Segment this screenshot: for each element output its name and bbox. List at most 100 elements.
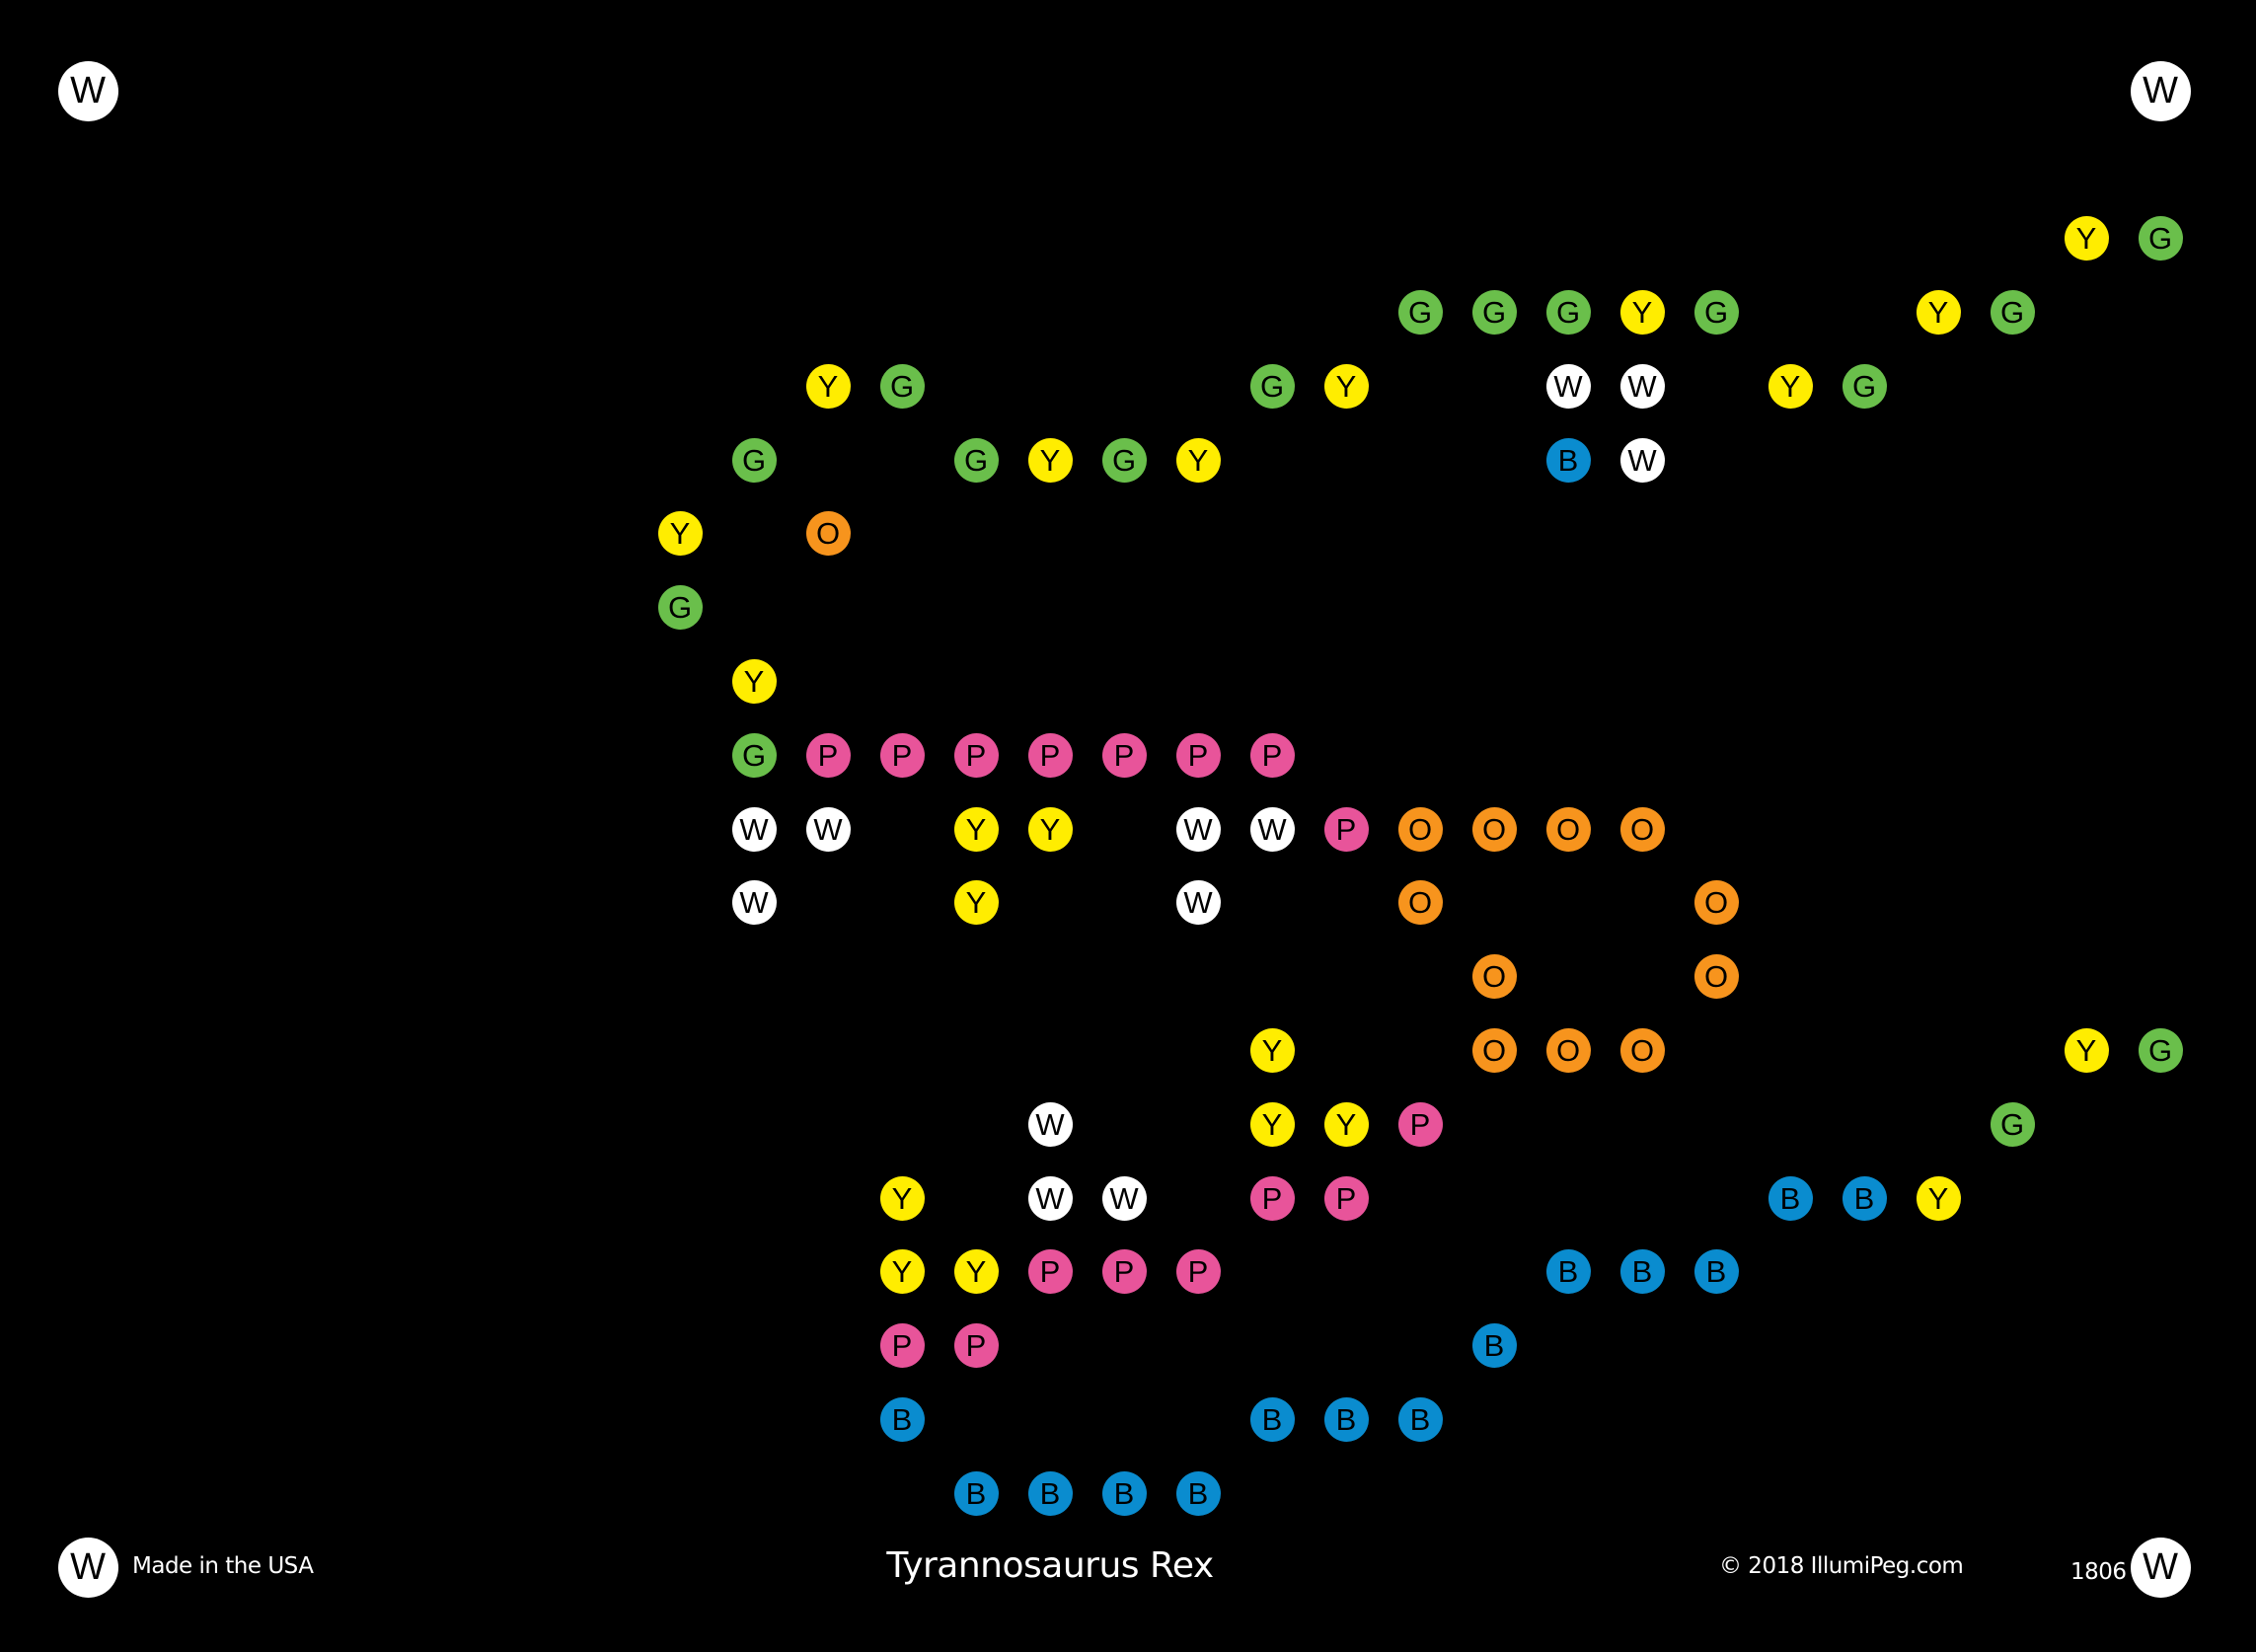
peg: Y <box>657 511 703 557</box>
peg: O <box>1545 806 1591 852</box>
pattern-title: Tyrannosaurus Rex <box>886 1545 1214 1586</box>
peg: W <box>1619 437 1665 483</box>
peg: O <box>805 511 851 557</box>
peg: G <box>657 585 703 631</box>
peg: O <box>1693 954 1739 1000</box>
peg: P <box>1175 732 1221 778</box>
peg: Y <box>1916 1175 1961 1221</box>
peg: G <box>731 732 777 778</box>
peg: O <box>1619 806 1665 852</box>
peg: B <box>1619 1249 1665 1295</box>
peg: O <box>1397 806 1443 852</box>
peg: B <box>1249 1396 1295 1442</box>
peg: P <box>1249 732 1295 778</box>
peg: P <box>1397 1101 1443 1147</box>
peg: W <box>1027 1175 1073 1221</box>
peg: B <box>953 1470 999 1516</box>
peg: B <box>1471 1323 1517 1369</box>
pattern-code: 1806 <box>2070 1559 2127 1585</box>
peg: G <box>2138 1027 2183 1073</box>
peg: W <box>1175 880 1221 926</box>
peg: P <box>1249 1175 1295 1221</box>
peg: Y <box>1175 437 1221 483</box>
peg: W <box>1027 1101 1073 1147</box>
peg: Y <box>2064 1027 2109 1073</box>
peg: W <box>805 806 851 852</box>
peg: W <box>1619 363 1665 409</box>
peg: G <box>1249 363 1295 409</box>
peg: P <box>1323 1175 1369 1221</box>
peg: O <box>1471 806 1517 852</box>
peg: Y <box>805 363 851 409</box>
peg: G <box>1990 1101 2035 1147</box>
peg: B <box>1323 1396 1369 1442</box>
peg: Y <box>1249 1101 1295 1147</box>
peg: P <box>879 732 925 778</box>
peg: O <box>1397 880 1443 926</box>
peg: G <box>731 437 777 483</box>
peg: W <box>1175 806 1221 852</box>
peg: B <box>879 1396 925 1442</box>
peg: G <box>1397 289 1443 335</box>
peg: P <box>879 1323 925 1369</box>
peg: P <box>953 732 999 778</box>
peg: B <box>1027 1470 1073 1516</box>
peg: P <box>953 1323 999 1369</box>
peg: W <box>1545 363 1591 409</box>
peg: B <box>1842 1175 1887 1221</box>
peg: G <box>1990 289 2035 335</box>
corner-peg: W <box>2130 60 2191 121</box>
peg: O <box>1471 954 1517 1000</box>
peg: P <box>1101 732 1147 778</box>
peg: Y <box>1027 437 1073 483</box>
peg: Y <box>1619 289 1665 335</box>
peg: Y <box>879 1175 925 1221</box>
peg: W <box>1249 806 1295 852</box>
peg: G <box>2138 216 2183 262</box>
peg: G <box>879 363 925 409</box>
peg: G <box>953 437 999 483</box>
peg: G <box>1101 437 1147 483</box>
made-in-label: Made in the USA <box>132 1553 314 1579</box>
peg: G <box>1693 289 1739 335</box>
peg: Y <box>1249 1027 1295 1073</box>
corner-peg: W <box>57 1537 118 1598</box>
peg: Y <box>1323 1101 1369 1147</box>
corner-peg: W <box>2130 1537 2191 1598</box>
peg: P <box>805 732 851 778</box>
peg: O <box>1619 1027 1665 1073</box>
peg: G <box>1471 289 1517 335</box>
peg: Y <box>953 1249 999 1295</box>
peg: B <box>1545 1249 1591 1295</box>
peg: O <box>1693 880 1739 926</box>
peg: O <box>1545 1027 1591 1073</box>
peg: Y <box>953 880 999 926</box>
peg: P <box>1027 1249 1073 1295</box>
peg: Y <box>879 1249 925 1295</box>
peg: W <box>731 806 777 852</box>
peg: B <box>1175 1470 1221 1516</box>
copyright-label: © 2018 IllumiPeg.com <box>1719 1553 1964 1579</box>
peg: W <box>731 880 777 926</box>
peg: Y <box>1916 289 1961 335</box>
peg: G <box>1842 363 1887 409</box>
peg: B <box>1767 1175 1813 1221</box>
peg: Y <box>2064 216 2109 262</box>
peg: Y <box>1767 363 1813 409</box>
corner-peg: W <box>57 60 118 121</box>
peg: Y <box>953 806 999 852</box>
peg: G <box>1545 289 1591 335</box>
peg: Y <box>731 658 777 704</box>
peg: B <box>1545 437 1591 483</box>
peg: O <box>1471 1027 1517 1073</box>
peg: B <box>1693 1249 1739 1295</box>
peg: B <box>1101 1470 1147 1516</box>
peg: P <box>1101 1249 1147 1295</box>
peg: Y <box>1323 363 1369 409</box>
peg: B <box>1397 1396 1443 1442</box>
peg: P <box>1027 732 1073 778</box>
peg: P <box>1323 806 1369 852</box>
peg: Y <box>1027 806 1073 852</box>
peg: W <box>1101 1175 1147 1221</box>
